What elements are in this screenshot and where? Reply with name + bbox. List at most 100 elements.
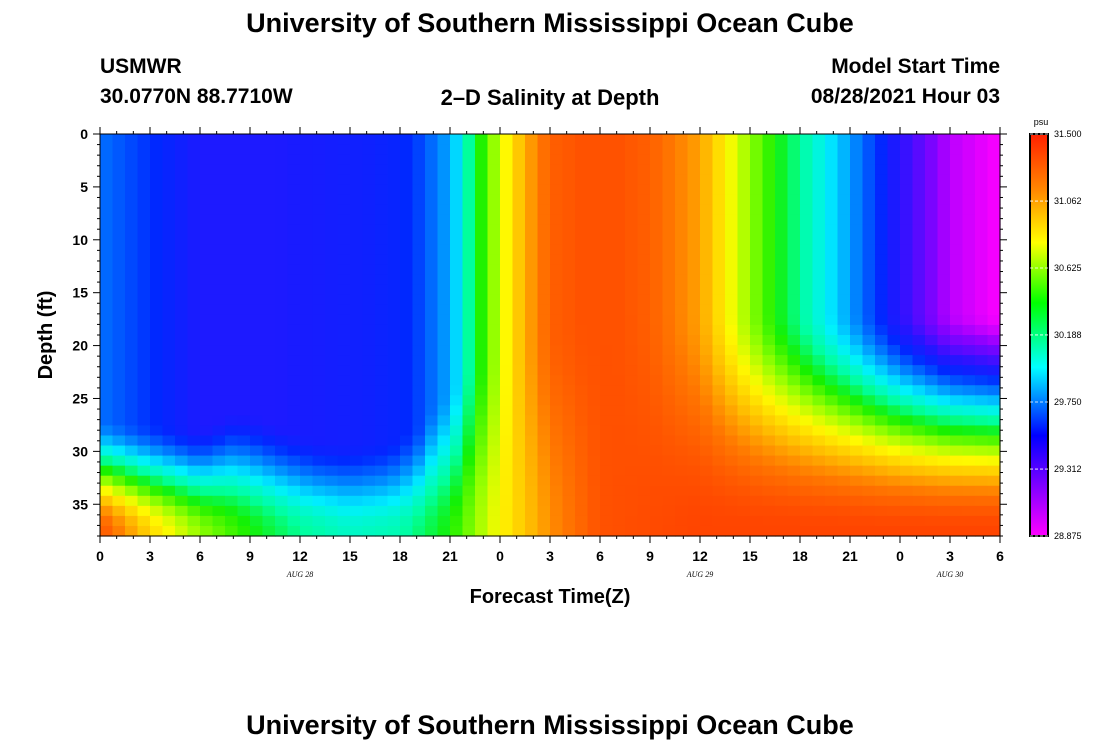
heatmap-cell — [375, 375, 389, 386]
heatmap-cell — [262, 274, 276, 286]
heatmap-cell — [637, 294, 651, 306]
y-tick-label: 10 — [72, 232, 88, 248]
heatmap-cell — [262, 395, 276, 406]
heatmap-cell — [862, 154, 876, 165]
heatmap-cell — [787, 455, 801, 467]
heatmap-cell — [837, 314, 851, 326]
heatmap-cell — [850, 475, 864, 487]
heatmap-cell — [600, 525, 614, 537]
heatmap-cell — [950, 174, 964, 185]
heatmap-cell — [962, 244, 976, 256]
heatmap-cell — [662, 244, 676, 256]
heatmap-cell — [825, 425, 839, 437]
heatmap-cell — [600, 385, 614, 396]
heatmap-cell — [700, 445, 714, 457]
heatmap-cell — [325, 455, 339, 467]
heatmap-cell — [150, 224, 164, 236]
heatmap-cell — [825, 445, 839, 457]
heatmap-cell — [500, 254, 514, 266]
heatmap-cell — [775, 355, 789, 366]
heatmap-cell — [562, 465, 576, 477]
heatmap-cell — [775, 314, 789, 326]
heatmap-cell — [937, 224, 951, 236]
heatmap-cell — [175, 365, 189, 376]
heatmap-cell — [662, 214, 676, 226]
heatmap-cell — [337, 184, 351, 195]
heatmap-cell — [337, 324, 351, 336]
heatmap-cell — [900, 335, 914, 346]
heatmap-cell — [900, 284, 914, 296]
heatmap-cell — [250, 174, 264, 185]
heatmap-cell — [887, 324, 901, 336]
heatmap-cell — [425, 425, 439, 437]
heatmap-cell — [287, 254, 301, 266]
heatmap-cell — [237, 395, 251, 406]
heatmap-cell — [937, 144, 951, 155]
heatmap-cell — [312, 355, 326, 366]
heatmap-cell — [237, 304, 251, 316]
heatmap-cell — [737, 204, 751, 215]
heatmap-cell — [112, 465, 126, 477]
heatmap-cell — [900, 355, 914, 366]
heatmap-cell — [500, 395, 514, 406]
heatmap-cell — [925, 194, 939, 205]
heatmap-cell — [775, 495, 789, 507]
heatmap-cell — [937, 274, 951, 286]
heatmap-cell — [662, 204, 676, 215]
heatmap-cell — [462, 314, 476, 326]
heatmap-cell — [337, 284, 351, 296]
heatmap-cell — [850, 144, 864, 155]
heatmap-cell — [212, 465, 226, 477]
heatmap-cell — [287, 184, 301, 195]
heatmap-cell — [150, 475, 164, 487]
heatmap-cell — [737, 274, 751, 286]
heatmap-cell — [687, 335, 701, 346]
heatmap-cell — [100, 234, 114, 246]
heatmap-cell — [937, 425, 951, 437]
heatmap-cell — [325, 254, 339, 266]
heatmap-cell — [500, 244, 514, 256]
heatmap-cell — [925, 345, 939, 356]
heatmap-cell — [337, 214, 351, 226]
heatmap-cell — [750, 435, 764, 447]
heatmap-cell — [187, 355, 201, 366]
heatmap-cell — [912, 194, 926, 205]
heatmap-cell — [700, 304, 714, 316]
heatmap-cell — [812, 525, 826, 537]
heatmap-cell — [300, 385, 314, 396]
heatmap-cell — [750, 375, 764, 386]
heatmap-cell — [825, 264, 839, 276]
heatmap-cell — [775, 445, 789, 457]
heatmap-cell — [812, 204, 826, 215]
colorbar-unit: psu — [1034, 117, 1049, 127]
heatmap-cell — [537, 314, 551, 326]
heatmap-cell — [950, 365, 964, 376]
heatmap-cell — [562, 335, 576, 346]
heatmap-cell — [925, 254, 939, 266]
heatmap-cell — [887, 355, 901, 366]
heatmap-cell — [975, 214, 989, 226]
heatmap-cell — [187, 164, 201, 175]
heatmap-cell — [162, 415, 176, 427]
heatmap-cell — [900, 194, 914, 205]
heatmap-cell — [400, 415, 414, 427]
heatmap-cell — [700, 485, 714, 497]
heatmap-cell — [737, 355, 751, 366]
heatmap-cell — [775, 134, 789, 145]
heatmap-cell — [762, 415, 776, 427]
heatmap-cell — [900, 314, 914, 326]
heatmap-cell — [387, 355, 401, 366]
heatmap-cell — [125, 455, 139, 467]
heatmap-cell — [400, 405, 414, 416]
heatmap-cell — [787, 525, 801, 537]
heatmap-cell — [212, 234, 226, 246]
heatmap-cell — [350, 234, 364, 246]
heatmap-cell — [850, 244, 864, 256]
heatmap-cell — [450, 204, 464, 215]
heatmap-cell — [862, 164, 876, 175]
heatmap-cell — [237, 254, 251, 266]
heatmap-cell — [275, 214, 289, 226]
heatmap-cell — [825, 234, 839, 246]
heatmap-cell — [137, 365, 151, 376]
heatmap-cell — [675, 335, 689, 346]
